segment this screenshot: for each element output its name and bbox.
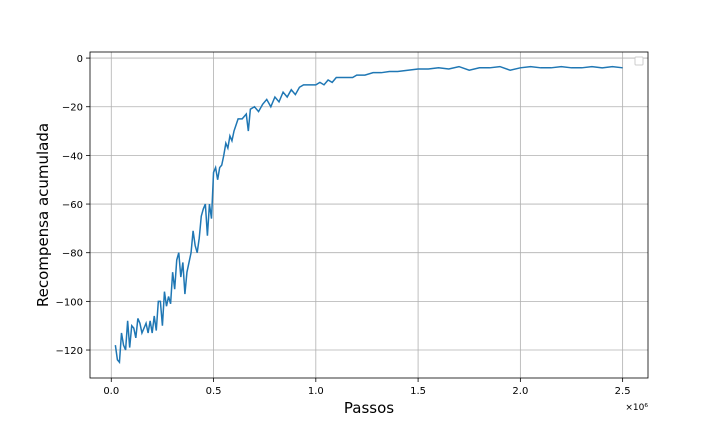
y-tick-label: −60: [62, 200, 83, 211]
series-line: [114, 65, 623, 365]
y-tick-label: −40: [62, 151, 83, 162]
x-axis-label: Passos: [344, 399, 394, 417]
axes-frame: [89, 51, 649, 379]
x-tick-label: 1.0: [308, 386, 324, 397]
x-offset-label: ×10⁶: [625, 403, 648, 413]
y-tick-label: −120: [56, 346, 83, 357]
grid: [90, 52, 648, 378]
marks: [114, 65, 623, 365]
y-axis-label: Recompensa acumulada: [34, 123, 52, 307]
y-tick-label: −100: [56, 297, 83, 308]
y-tick-label: −80: [62, 249, 83, 260]
x-tick-label: 2.0: [512, 386, 528, 397]
x-tick-label: 0.5: [206, 386, 222, 397]
plot-area: [90, 52, 648, 378]
x-tick-label: 1.5: [410, 386, 426, 397]
y-tick-label: 0: [77, 54, 83, 65]
legend: [634, 56, 644, 66]
x-tick-label: 2.5: [615, 386, 631, 397]
y-tick-label: −20: [62, 103, 83, 114]
x-tick-label: 0.0: [103, 386, 119, 397]
